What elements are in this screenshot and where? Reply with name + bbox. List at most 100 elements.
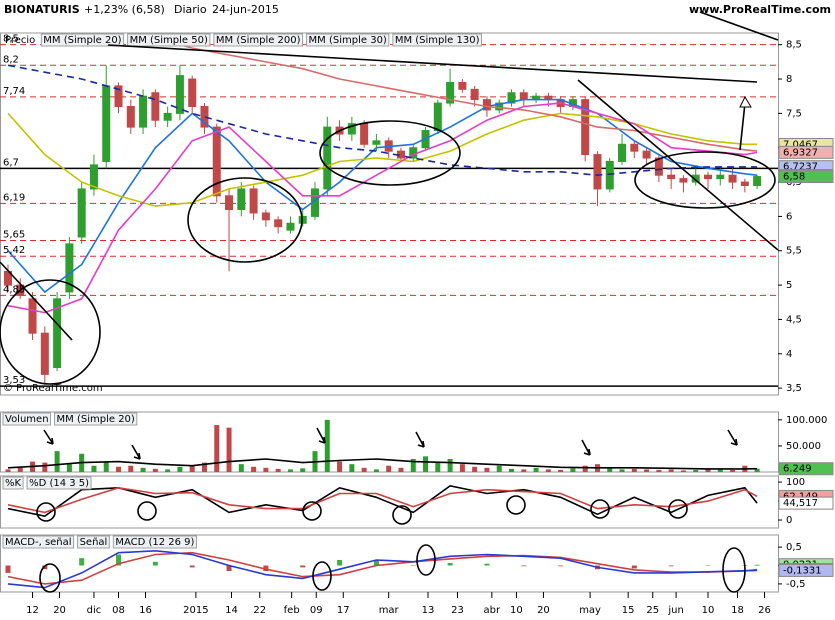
legend-entry: Precio <box>5 35 35 46</box>
bar <box>349 464 355 472</box>
arrow <box>316 427 326 444</box>
bar <box>189 565 195 568</box>
y-tick-label: 50.000 <box>786 441 821 452</box>
bar <box>509 468 515 472</box>
candle-body <box>470 88 479 101</box>
last-value-label: 6.249 <box>783 464 812 475</box>
last-value-label: 7,0467 <box>783 140 818 151</box>
bar <box>263 565 269 572</box>
bar <box>435 461 441 472</box>
bar <box>152 561 158 566</box>
candle-body <box>716 174 725 180</box>
x-tick-label: 20 <box>537 605 550 616</box>
candle-body <box>605 160 614 190</box>
x-tick-label: 13 <box>422 605 435 616</box>
last-value-box <box>778 496 834 510</box>
candle-body <box>495 102 504 111</box>
legend-entry: %D (14 3 5) <box>29 478 89 489</box>
bar <box>324 419 330 472</box>
annotation-circle <box>302 501 322 521</box>
x-tick-label: abr <box>484 605 501 616</box>
bar <box>17 467 23 472</box>
annotation-circle <box>590 499 610 519</box>
bar <box>165 469 171 472</box>
candle-body <box>274 219 283 228</box>
y-tick-label: 0,5 <box>786 542 802 553</box>
arrow <box>727 429 738 446</box>
bar <box>103 461 109 472</box>
bar <box>398 467 404 472</box>
bar <box>496 465 502 472</box>
candle-body <box>360 123 369 145</box>
candle-body <box>212 126 221 197</box>
candle-body <box>323 126 332 190</box>
annotation-circle <box>36 502 56 522</box>
bar <box>410 458 416 472</box>
series-line <box>7 485 758 518</box>
annotation-ellipse <box>187 177 303 263</box>
bar <box>152 468 158 472</box>
legend-entry: MACD (12 26 9) <box>115 537 194 548</box>
candle-body <box>151 92 160 121</box>
bar <box>447 562 453 566</box>
candle-body <box>102 85 111 162</box>
bar <box>631 468 637 472</box>
series-line <box>155 37 758 152</box>
copyright: © ProRealTime.com <box>3 383 103 394</box>
candle-body <box>654 157 663 176</box>
bar <box>521 469 527 472</box>
candle-body <box>593 154 602 190</box>
trend-line <box>699 11 779 41</box>
y-tick-label: 4 <box>786 349 792 360</box>
last-value-box <box>778 563 834 577</box>
bar <box>754 468 760 472</box>
legend-entry: MM (Simple 130) <box>395 35 480 46</box>
bar <box>226 565 232 572</box>
candle-body <box>507 92 516 104</box>
bar <box>373 560 379 566</box>
level-label: 8,2 <box>3 54 19 65</box>
bar <box>410 565 416 567</box>
annotation-circle <box>506 495 526 515</box>
candle-body <box>200 105 209 128</box>
bar <box>545 469 551 472</box>
candle-body <box>114 85 123 107</box>
candle-body <box>89 164 98 190</box>
x-tick-label: 12 <box>26 605 39 616</box>
candle-body <box>446 81 455 104</box>
y-tick-label: 6 <box>786 211 792 222</box>
level-label: 5,65 <box>3 229 25 240</box>
series-line <box>7 102 758 314</box>
last-value-label: 6,7237 <box>783 162 818 173</box>
bar <box>116 554 122 566</box>
bar <box>705 565 711 566</box>
bar <box>484 563 490 566</box>
candle-body <box>261 212 270 221</box>
candle-body <box>679 178 688 183</box>
legend-entry: MACD-, señal <box>5 537 72 548</box>
bar <box>693 469 699 472</box>
source: www.ProRealTime.com <box>689 3 831 16</box>
candle-body <box>225 195 234 211</box>
candle-body <box>642 150 651 159</box>
bar <box>201 462 207 472</box>
legend-entry: Señal <box>80 537 108 548</box>
bar <box>238 464 244 472</box>
legend-box <box>40 33 125 47</box>
candle-body <box>77 188 86 238</box>
x-tick-label: 23 <box>451 605 464 616</box>
level-label: 8,5 <box>3 34 19 45</box>
annotation-circle <box>668 499 688 519</box>
symbol: BIONATURIS <box>4 3 80 16</box>
legend-entry: MM (Simple 20) <box>43 35 121 46</box>
legend-entry: %K <box>5 478 22 489</box>
x-tick-label: 25 <box>646 605 659 616</box>
y-tick-label: -0,5 <box>786 579 806 590</box>
arrow <box>43 429 54 445</box>
y-tick-label: 8,5 <box>786 40 802 51</box>
bar <box>533 467 539 472</box>
x-tick-label: 26 <box>758 605 771 616</box>
annotation-ellipse <box>319 120 461 186</box>
bar <box>42 462 48 472</box>
bar <box>263 467 269 472</box>
